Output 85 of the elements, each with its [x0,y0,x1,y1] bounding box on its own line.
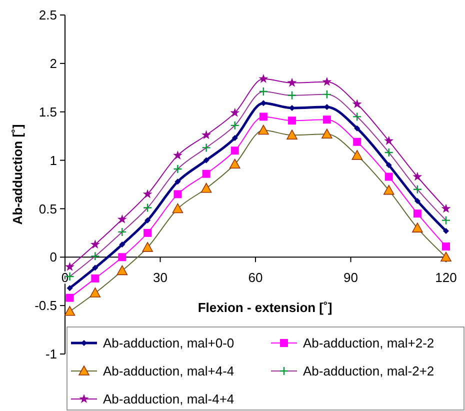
point [287,78,297,87]
y-tick-label: 0 [50,250,57,265]
point [230,120,240,130]
point [65,262,75,271]
point [384,136,394,145]
point [412,184,422,194]
point [442,242,450,250]
point [286,130,298,140]
x-tick-label: 90 [344,270,358,286]
point [352,112,362,122]
point [173,164,182,174]
point [142,189,152,198]
point [258,74,268,83]
point [142,203,152,212]
point [383,184,394,195]
point [118,227,127,237]
y-tick-label: 2 [50,56,57,71]
point [64,306,76,316]
y-tick-label: 1 [50,152,57,168]
point [384,172,393,181]
point [142,242,153,252]
point [384,148,394,158]
point [232,135,238,142]
point [119,242,126,248]
point [412,222,423,232]
y-tick-label: -0.5 [34,298,57,314]
x-tick-label: 120 [435,270,457,286]
point [386,162,392,168]
legend-label: Ab-adduction, mal-4+4 [103,392,234,407]
x-tick-label: 30 [153,270,168,286]
point [116,265,128,276]
point [441,216,451,225]
y-tick-label: -1 [45,346,57,362]
point [90,252,100,261]
point [352,150,362,160]
y-tick-label: 0.5 [38,201,57,216]
point [172,203,184,214]
point [322,116,331,124]
point [440,252,452,262]
point [258,124,269,135]
legend-label: Ab-adduction, mal+0-0 [103,336,234,351]
point [66,294,74,302]
point [174,178,181,185]
point [354,125,360,132]
point [443,228,449,234]
y-tick-label: 2.5 [38,8,57,23]
point [441,204,451,213]
point [288,116,296,125]
point [91,274,100,282]
point [230,108,240,117]
point [118,253,126,262]
point [230,146,239,155]
point [117,214,127,224]
x-axis-title: Flexion - extension [˚] [198,300,332,315]
point [353,138,362,146]
y-axis-title: Ab-adduction [˚] [10,124,25,225]
point [258,86,268,96]
point [287,90,297,100]
point [202,143,211,152]
point [322,128,332,139]
point [66,285,73,292]
point [202,170,210,178]
point [412,172,422,181]
point [322,76,332,86]
point [200,182,212,193]
point [92,264,98,271]
legend-label: Ab-adduction, mal+2-2 [303,336,434,351]
point [144,228,152,237]
x-tick-label: 60 [248,270,263,286]
point [413,210,422,218]
point [352,99,362,108]
point [322,90,332,100]
point [90,288,101,298]
point [174,190,182,198]
point [202,130,212,140]
legend-label: Ab-adduction, mal-2+2 [303,364,434,379]
y-tick-label: 1.5 [38,104,57,120]
point [172,150,182,160]
point [144,217,151,224]
point [203,157,210,164]
point [90,240,100,249]
point [259,112,268,121]
legend-label: Ab-adduction, mal+4-4 [103,364,234,379]
point [414,198,420,204]
point [229,158,240,169]
